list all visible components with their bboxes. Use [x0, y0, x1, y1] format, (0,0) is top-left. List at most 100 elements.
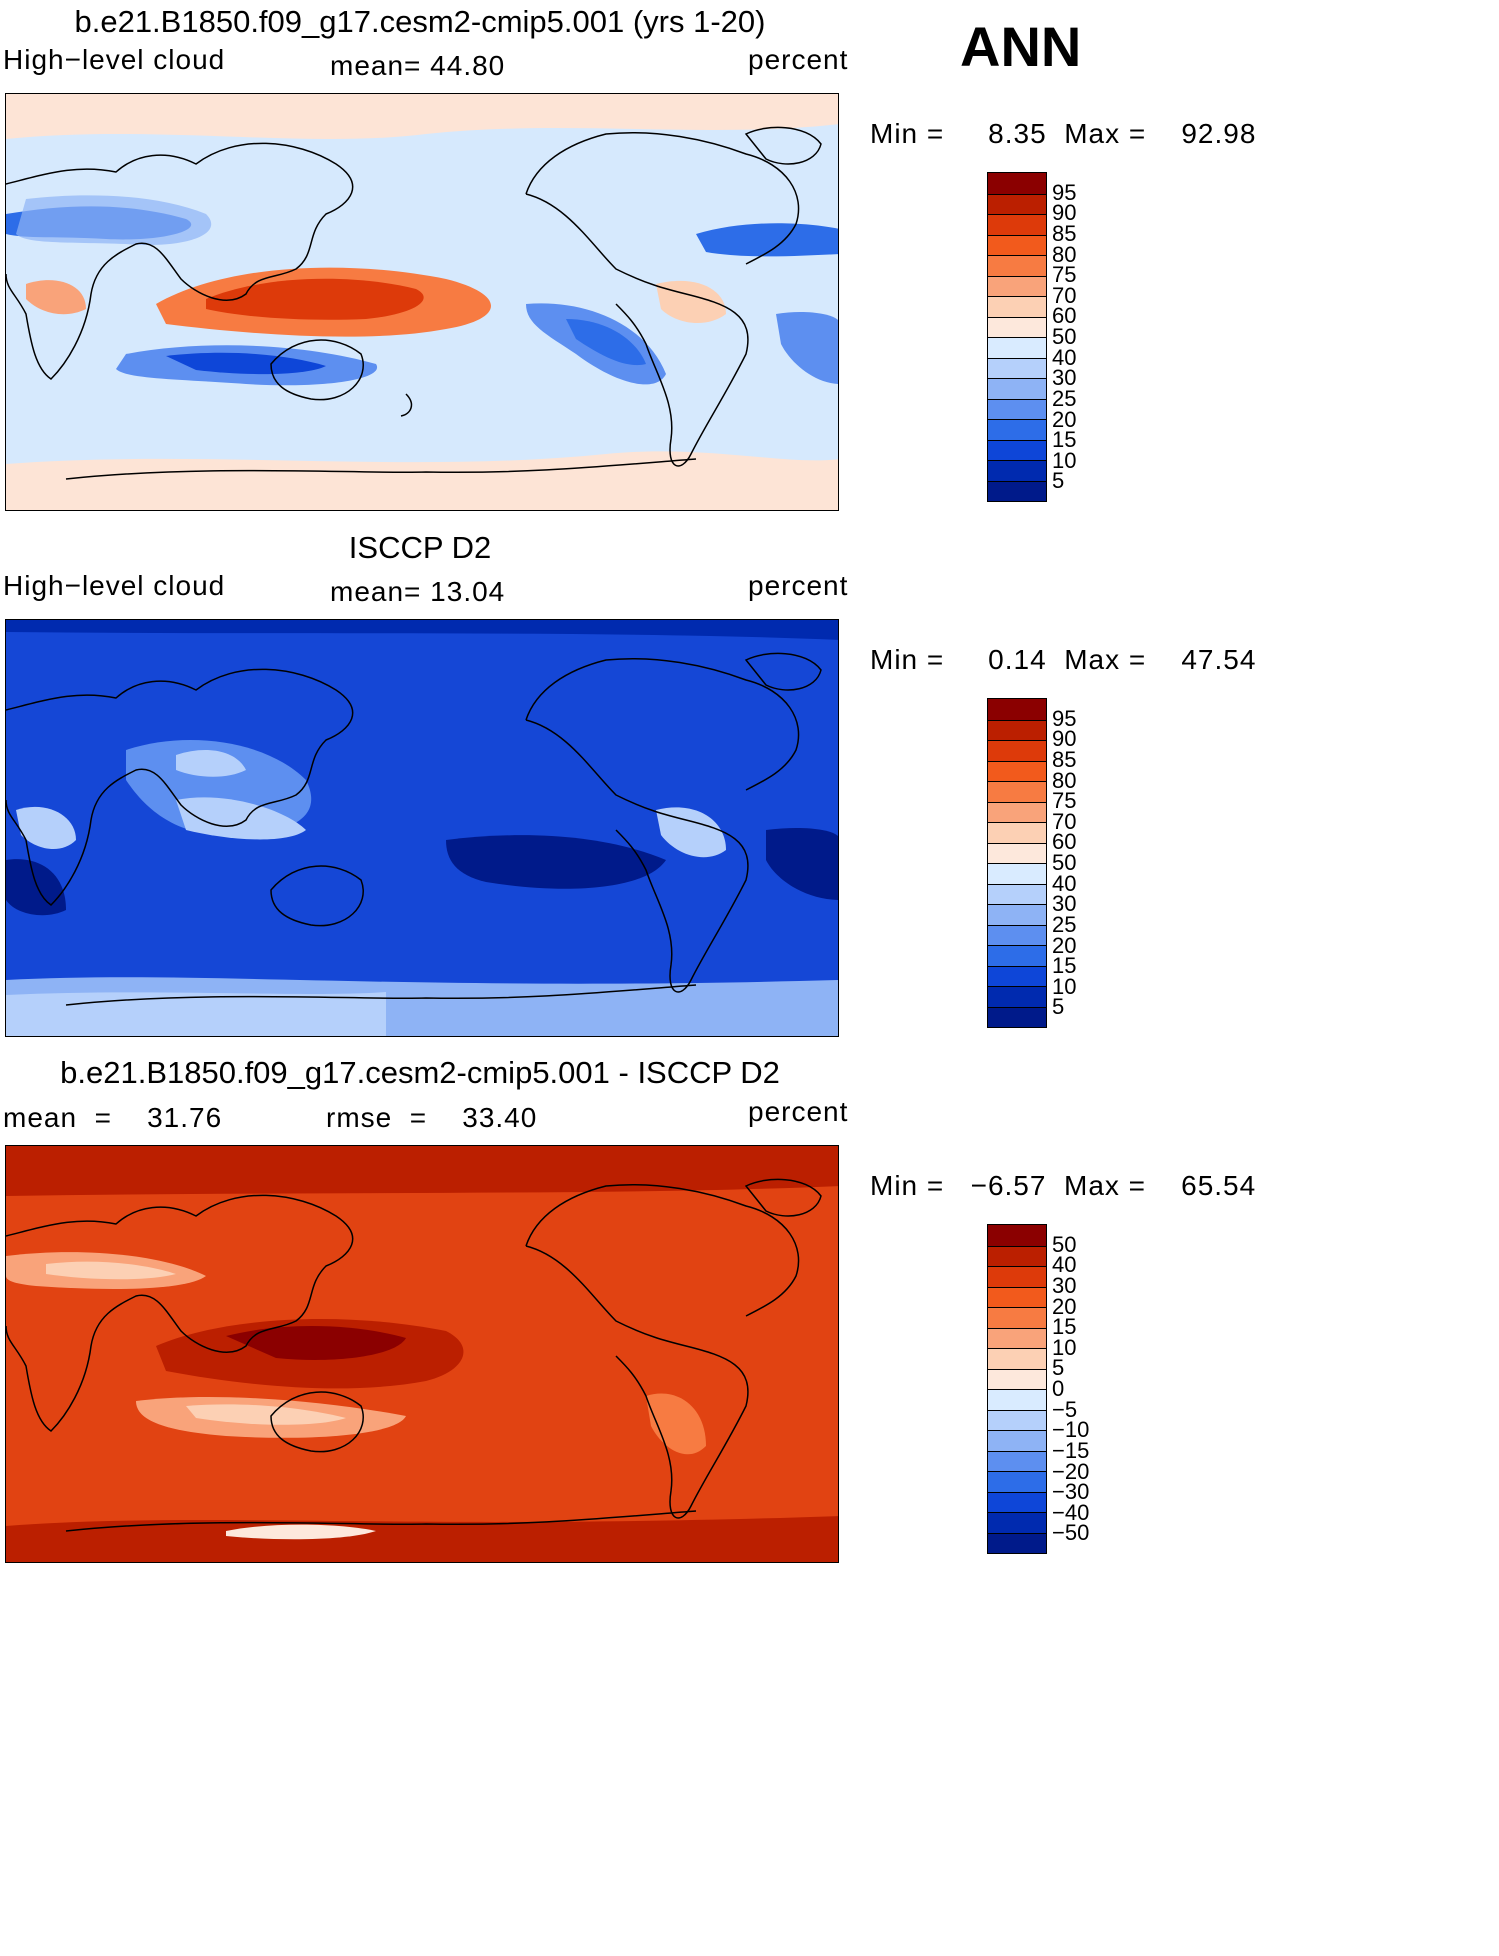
panel-1-south-atlantic-low — [776, 312, 838, 384]
panel-2-colorbar — [987, 698, 1047, 1028]
colorbar-tick-label: 60 — [1052, 303, 1077, 329]
colorbar-swatch — [988, 316, 1046, 337]
colorbar-swatch — [988, 193, 1046, 214]
colorbar-tick-label: 40 — [1052, 1252, 1077, 1278]
colorbar-swatch — [988, 1389, 1046, 1410]
colorbar-tick-label: 20 — [1052, 406, 1077, 432]
colorbar-tick-label: 90 — [1052, 726, 1077, 752]
panel-3-map-svg — [6, 1146, 838, 1562]
panel-2-coastlines — [6, 652, 822, 1006]
panel-2-arctic-band — [6, 620, 838, 640]
colorbar-tick-label: 50 — [1052, 324, 1077, 349]
colorbar-swatch — [988, 1245, 1046, 1266]
colorbar-swatch — [988, 1266, 1046, 1287]
panel-1-congo — [26, 280, 86, 315]
colorbar-tick-label: 5 — [1052, 994, 1065, 1020]
colorbar-tick-label: 80 — [1052, 241, 1077, 267]
season-label: ANN — [960, 15, 1082, 78]
colorbar-swatch — [988, 740, 1046, 761]
colorbar-swatch — [988, 1006, 1046, 1027]
panel-1-sahara-ring — [16, 195, 212, 245]
panel-3-south-indian-core — [186, 1404, 346, 1425]
panel-1-coastlines — [6, 126, 822, 480]
panel-3-mean-label: mean = 31.76 — [3, 1102, 223, 1133]
colorbar-swatch — [988, 842, 1046, 863]
colorbar-swatch — [988, 822, 1046, 843]
colorbar-tick-label: 15 — [1052, 427, 1077, 453]
colorbar-swatch — [988, 1409, 1046, 1430]
colorbar-tick-label: 95 — [1052, 705, 1077, 731]
panel-3-minmax: Min = −6.57 Max = 65.54 — [870, 1170, 1257, 1201]
panel-1-atlantic-low — [696, 223, 838, 257]
colorbar-swatch — [988, 1430, 1046, 1451]
colorbar-swatch — [988, 986, 1046, 1007]
panel-1-south-indian-core — [166, 352, 326, 375]
panel-2-units-label: percent — [748, 570, 849, 601]
colorbar-tick-label: 70 — [1052, 808, 1077, 834]
colorbar-tick-label: −30 — [1052, 1479, 1090, 1505]
colorbar-tick-label: 10 — [1052, 1334, 1077, 1360]
colorbar-swatch — [988, 760, 1046, 781]
colorbar-swatch — [988, 357, 1046, 378]
colorbar-tick-label: −20 — [1052, 1458, 1090, 1484]
colorbar-tick-label: 20 — [1052, 932, 1077, 958]
colorbar-tick-label: 25 — [1052, 385, 1077, 411]
panel-1-title: b.e21.B1850.f09_g17.cesm2-cmip5.001 (yrs… — [74, 4, 766, 39]
colorbar-tick-label: −15 — [1052, 1437, 1090, 1463]
panel-1-east-pacific-core — [566, 319, 646, 366]
panel-2-title: ISCCP D2 — [348, 530, 492, 565]
colorbar-swatch — [988, 1327, 1046, 1348]
colorbar-swatch — [988, 214, 1046, 235]
panel-1-variable-label: High−level cloud — [3, 44, 226, 75]
colorbar-tick-label: 5 — [1052, 1355, 1065, 1381]
panel-2-amazon — [656, 807, 726, 858]
colorbar-swatch — [988, 1491, 1046, 1512]
panel-1-minmax: Min = 8.35 Max = 92.98 — [870, 118, 1257, 149]
colorbar-tick-label: 30 — [1052, 1272, 1077, 1298]
colorbar-swatch — [988, 439, 1046, 460]
panel-3-title: b.e21.B1850.f09_g17.cesm2-cmip5.001 - IS… — [60, 1055, 780, 1090]
panel-1-map — [5, 93, 839, 511]
colorbar-swatch — [988, 945, 1046, 966]
colorbar-tick-label: 40 — [1052, 870, 1077, 896]
colorbar-swatch — [988, 904, 1046, 925]
colorbar-swatch — [988, 337, 1046, 358]
panel-1-arctic-band — [6, 94, 838, 139]
panel-2-east-pacific-clear — [446, 835, 666, 889]
colorbar-tick-label: 80 — [1052, 767, 1077, 793]
panel-2-map — [5, 619, 839, 1037]
panel-3-sahara-core — [46, 1261, 176, 1280]
colorbar-tick-label: 30 — [1052, 365, 1077, 391]
colorbar-tick-label: 75 — [1052, 262, 1077, 288]
colorbar-swatch — [988, 1225, 1046, 1246]
colorbar-swatch — [988, 419, 1046, 440]
panel-1-antarctic-band — [6, 451, 838, 510]
panel-3-warm-pool-core — [226, 1326, 406, 1360]
colorbar-tick-label: 5 — [1052, 468, 1065, 494]
panel-1-colorbar — [987, 172, 1047, 502]
colorbar-tick-label: 10 — [1052, 973, 1077, 999]
colorbar-tick-label: 85 — [1052, 220, 1077, 246]
panel-1-mean-label: mean= 44.80 — [330, 50, 506, 81]
colorbar-tick-label: 95 — [1052, 179, 1077, 205]
panel-3-arctic-band — [6, 1146, 838, 1196]
colorbar-tick-label: 60 — [1052, 829, 1077, 855]
colorbar-tick-label: −5 — [1052, 1396, 1078, 1422]
panel-2-namib-clear — [6, 859, 66, 916]
colorbar-swatch — [988, 296, 1046, 317]
colorbar-swatch — [988, 1471, 1046, 1492]
colorbar-swatch — [988, 924, 1046, 945]
panel-3-coastlines — [6, 1178, 822, 1532]
colorbar-swatch — [988, 781, 1046, 802]
colorbar-swatch — [988, 719, 1046, 740]
panel-2-map-svg — [6, 620, 838, 1036]
colorbar-swatch — [988, 965, 1046, 986]
colorbar-swatch — [988, 1307, 1046, 1328]
colorbar-tick-label: 15 — [1052, 1314, 1077, 1340]
colorbar-swatch — [988, 1450, 1046, 1471]
colorbar-swatch — [988, 801, 1046, 822]
colorbar-tick-label: 10 — [1052, 447, 1077, 473]
colorbar-tick-label: 85 — [1052, 746, 1077, 772]
colorbar-tick-label: 40 — [1052, 344, 1077, 370]
colorbar-swatch — [988, 398, 1046, 419]
